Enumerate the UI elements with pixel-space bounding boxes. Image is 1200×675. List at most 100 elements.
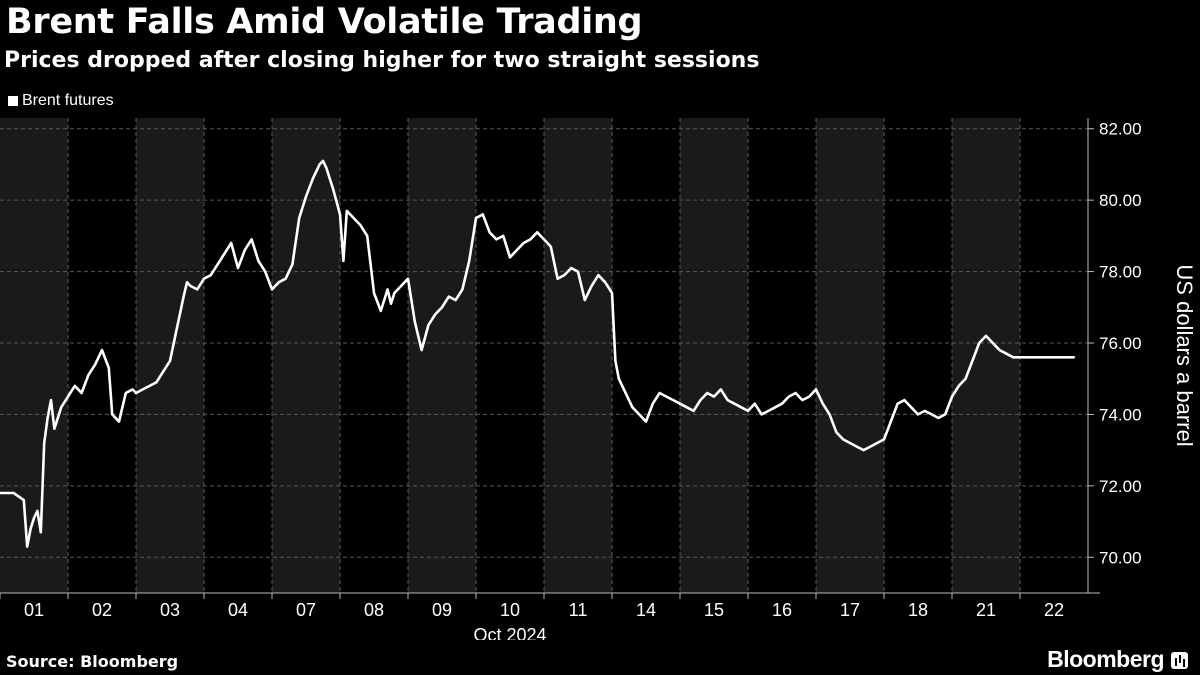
price-chart: 70.00 72.00 74.00 76.00 78.00 80.00 82.00 US do…: [0, 118, 1197, 640]
data-point: [672, 399, 674, 401]
data-point: [1019, 356, 1021, 359]
data-point: [614, 360, 617, 362]
data-point: [856, 445, 858, 448]
y-tick-label: 82.00: [1099, 120, 1142, 139]
data-point: [0, 492, 1, 494]
data-point: [250, 238, 253, 241]
data-point: [94, 363, 96, 366]
data-point: [131, 388, 134, 391]
data-point: [50, 399, 52, 401]
data-point: [985, 335, 987, 337]
x-tick-label-11: 11: [569, 600, 588, 620]
data-point: [46, 417, 49, 419]
data-point: [216, 263, 219, 266]
data-point: [23, 499, 25, 501]
x-tick-label-07: 07: [296, 600, 316, 620]
data-point: [257, 260, 260, 262]
data-point: [43, 442, 45, 444]
data-point: [322, 160, 324, 162]
data-point: [366, 235, 369, 237]
data-point: [454, 299, 457, 301]
data-point: [665, 395, 668, 398]
data-point: [679, 402, 681, 405]
data-point: [390, 302, 392, 305]
data-point: [33, 517, 35, 519]
data-point: [978, 342, 980, 344]
data-point: [998, 349, 1001, 351]
data-point: [169, 360, 171, 362]
data-point: [754, 402, 756, 405]
data-point: [339, 213, 341, 216]
data-point: [162, 370, 164, 373]
data-point: [1032, 356, 1035, 359]
data-point: [849, 442, 851, 444]
data-point: [495, 238, 498, 241]
data-point: [550, 245, 552, 248]
data-point: [342, 260, 345, 262]
data-point: [118, 420, 120, 423]
data-point: [318, 163, 321, 166]
data-point: [835, 431, 838, 434]
data-point: [271, 288, 273, 291]
data-point: [53, 427, 56, 430]
data-point: [964, 377, 967, 380]
data-point: [896, 402, 899, 405]
legend-label: Brent futures: [22, 92, 114, 109]
data-point: [264, 270, 267, 273]
data-point: [638, 413, 640, 416]
y-tick-label: 70.00: [1099, 548, 1142, 567]
data-point: [971, 360, 974, 362]
data-point: [713, 395, 715, 398]
data-point: [40, 531, 42, 534]
x-tick-label-02: 02: [92, 600, 112, 620]
data-point: [910, 406, 912, 409]
data-point: [556, 277, 559, 280]
data-point: [1066, 356, 1069, 359]
data-point: [937, 417, 940, 419]
y-tick-label: 80.00: [1099, 191, 1142, 210]
data-point: [686, 406, 688, 409]
data-point: [60, 406, 62, 409]
data-point: [148, 385, 151, 387]
brand-logo-text: Bloomberg: [1047, 646, 1164, 672]
data-point: [1012, 356, 1014, 359]
data-point: [111, 413, 113, 416]
data-point: [176, 327, 178, 330]
data-point: [706, 392, 708, 394]
data-point: [828, 413, 831, 416]
data-point: [652, 402, 654, 405]
data-point: [461, 288, 464, 291]
data-point: [522, 242, 525, 244]
data-point: [692, 410, 695, 412]
data-point: [410, 299, 413, 301]
data-point: [883, 438, 885, 441]
data-point: [298, 217, 301, 219]
data-point: [726, 399, 729, 401]
x-tick-label-22: 22: [1044, 600, 1064, 620]
day-band-07: [272, 118, 340, 593]
data-point: [414, 320, 416, 323]
data-point: [502, 235, 505, 237]
legend-swatch: [8, 96, 18, 106]
day-band-11: [544, 118, 612, 593]
data-point: [781, 402, 783, 405]
data-point: [203, 277, 205, 280]
x-tick-label-08: 08: [364, 600, 384, 620]
x-tick-label-18: 18: [908, 600, 928, 620]
data-point: [699, 399, 702, 401]
data-point: [808, 395, 810, 398]
data-point: [29, 527, 32, 530]
day-band-09: [408, 118, 476, 593]
data-point: [862, 449, 865, 451]
data-point: [563, 274, 566, 276]
x-axis-month-label: Oct 2024: [473, 625, 546, 640]
data-point: [1026, 356, 1028, 359]
data-point: [186, 281, 188, 284]
data-point: [482, 213, 484, 216]
y-tick-label: 72.00: [1099, 477, 1142, 496]
data-point: [67, 395, 69, 398]
data-point: [903, 399, 906, 401]
data-point: [930, 413, 933, 416]
data-point: [917, 413, 919, 416]
data-point: [142, 388, 144, 391]
